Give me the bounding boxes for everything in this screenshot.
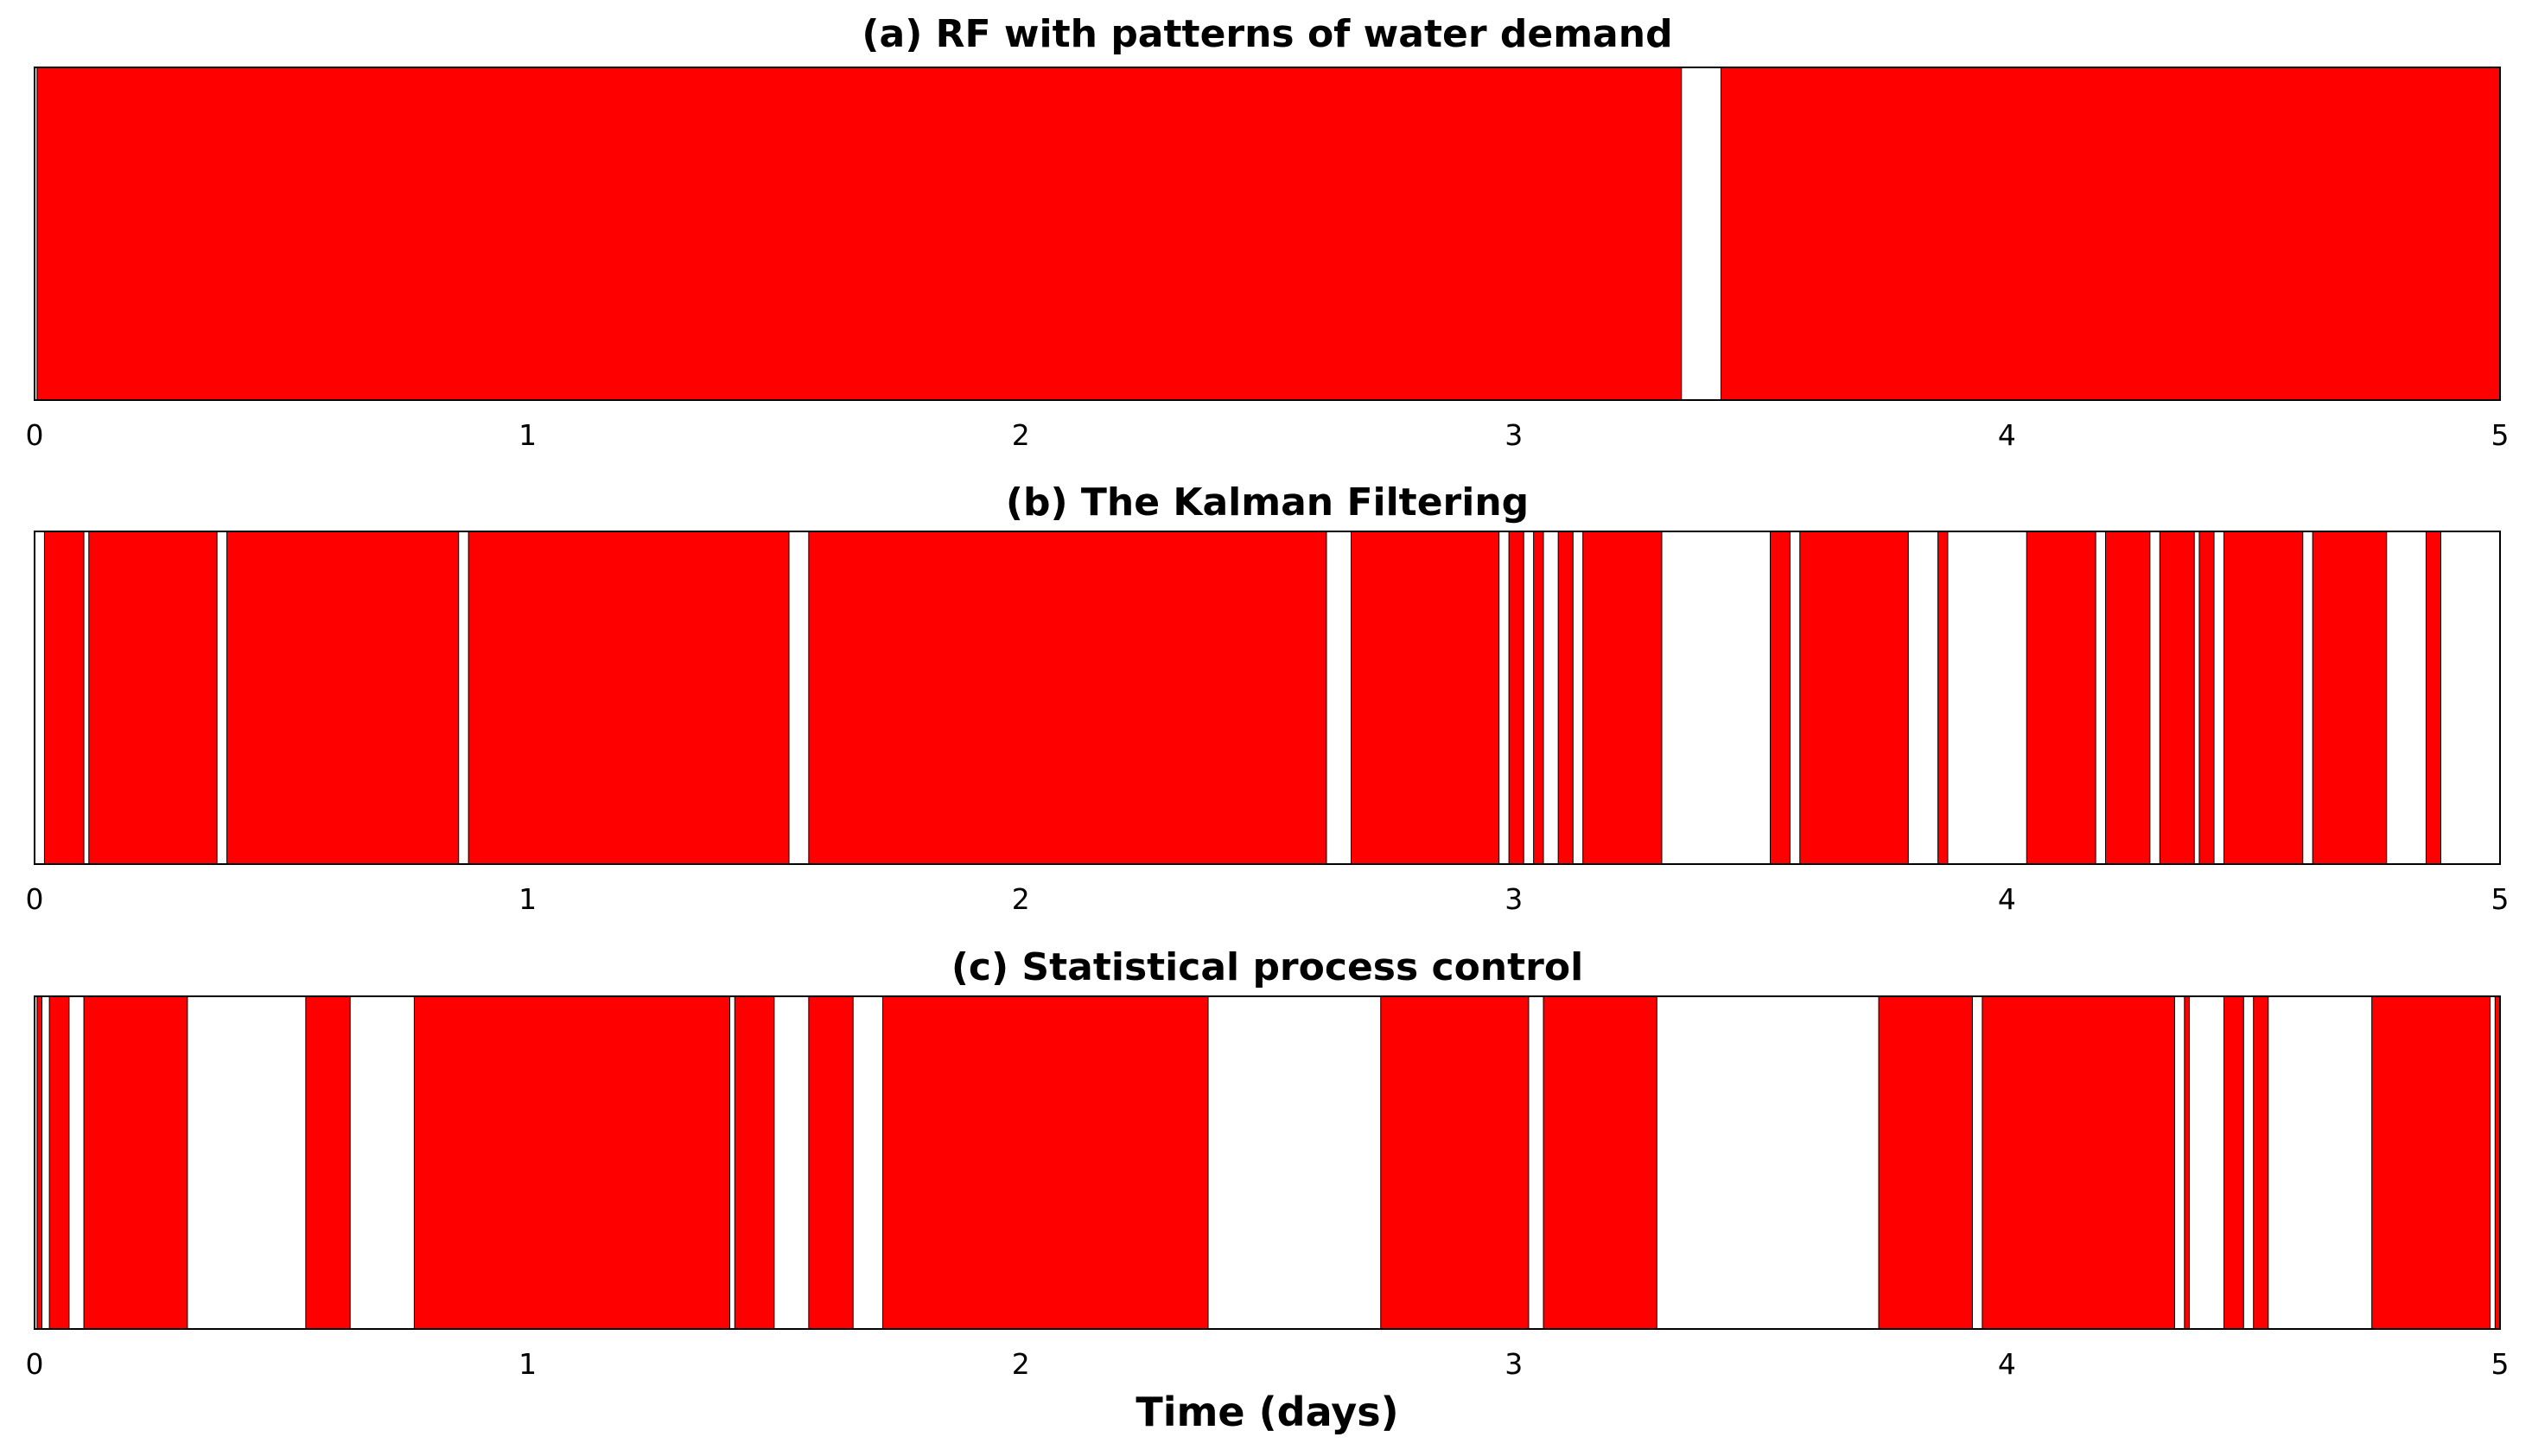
plot-frame: [34, 67, 2501, 401]
x-tick-label: 0: [26, 418, 44, 452]
detection-band: [1557, 531, 1574, 865]
x-tick-label: 1: [518, 418, 537, 452]
detection-band: [2371, 995, 2491, 1330]
x-tick-label: 5: [2491, 1347, 2510, 1381]
detection-band: [1380, 995, 1530, 1330]
detection-band: [2425, 531, 2442, 865]
detection-band: [2253, 995, 2269, 1330]
detection-band: [2223, 995, 2244, 1330]
panel-title: (c) Statistical process control: [951, 945, 1583, 989]
detection-band: [881, 995, 1209, 1330]
detection-band: [36, 995, 43, 1330]
x-tick-label: 1: [518, 1347, 537, 1381]
panel-title: (a) RF with patterns of water demand: [862, 12, 1672, 56]
x-tick-label: 3: [1505, 882, 1523, 916]
x-tick-label: 4: [1998, 882, 2016, 916]
detection-band: [468, 531, 790, 865]
detection-band: [808, 995, 854, 1330]
detection-band: [43, 531, 85, 865]
detection-band: [1533, 531, 1544, 865]
detection-band: [1799, 531, 1909, 865]
detection-band: [1582, 531, 1663, 865]
panel-title: (b) The Kalman Filtering: [1006, 480, 1529, 525]
detection-band: [1982, 995, 2175, 1330]
detection-band: [2198, 531, 2215, 865]
x-tick-label: 2: [1012, 882, 1030, 916]
detection-band: [2312, 531, 2388, 865]
x-tick-label: 5: [2491, 418, 2510, 452]
detection-band: [1351, 531, 1500, 865]
x-tick-label: 0: [26, 882, 44, 916]
x-tick-label: 4: [1998, 1347, 2016, 1381]
panel-1: (a) RF with patterns of water demand 0 1 2 3…: [26, 12, 2510, 452]
detection-band: [226, 531, 460, 865]
detection-band: [2159, 531, 2195, 865]
detection-band: [413, 995, 731, 1330]
detection-band: [305, 995, 351, 1330]
x-tick-label: 3: [1505, 1347, 1523, 1381]
panel-2: (b) The Kalman Filtering 0 1 2 3 4 5: [26, 480, 2510, 916]
detection-band: [2105, 531, 2151, 865]
detection-band: [734, 995, 775, 1330]
detection-band: [2223, 531, 2304, 865]
detection-band: [1878, 995, 1973, 1330]
x-tick-label: 2: [1012, 418, 1030, 452]
detection-band: [1720, 67, 2501, 401]
detection-band: [36, 67, 1683, 401]
detection-band: [808, 531, 1327, 865]
panel-3: (c) Statistical process control 0 1 2 3 4 5 Tim…: [26, 945, 2510, 1435]
detection-band: [2026, 531, 2096, 865]
plot-frame: [34, 531, 2501, 865]
detection-band: [1543, 995, 1657, 1330]
x-tick-label: 5: [2491, 882, 2510, 916]
x-tick-label: 3: [1505, 418, 1523, 452]
x-axis-title: Time (days): [1136, 1389, 1398, 1435]
plot-frame: [34, 995, 2501, 1330]
detection-band: [1508, 531, 1524, 865]
detection-band: [2184, 995, 2191, 1330]
detection-band: [1770, 531, 1791, 865]
detection-band: [48, 995, 70, 1330]
x-tick-label: 1: [518, 882, 537, 916]
detection-band: [1937, 531, 1949, 865]
detection-band: [83, 995, 188, 1330]
x-tick-label: 2: [1012, 1347, 1030, 1381]
x-tick-label: 0: [26, 1347, 44, 1381]
detection-band: [88, 531, 218, 865]
x-tick-label: 4: [1998, 418, 2016, 452]
